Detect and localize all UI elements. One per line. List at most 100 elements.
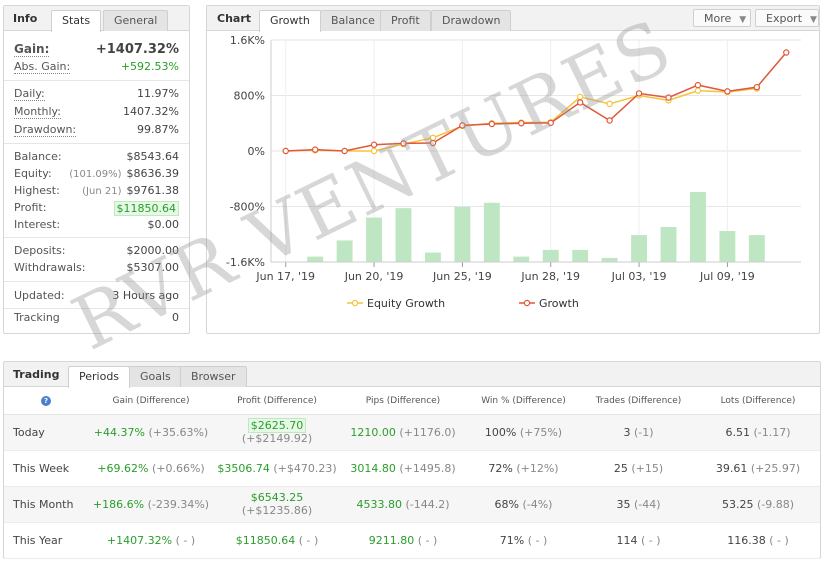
profit-row: Profit: $11850.64	[14, 201, 179, 217]
gain-cell: +1407.32% ( - )	[88, 522, 214, 559]
gain-cell: +186.6% (-239.34%)	[88, 486, 214, 523]
column-header-win[interactable]: Win % (Difference)	[466, 388, 581, 415]
profit-cell: $2625.70 (+$2149.92)	[214, 414, 340, 451]
profit-value: $2625.70	[247, 418, 307, 433]
profit-diff: (+$1235.86)	[241, 504, 313, 517]
chart-panel-title: Chart	[217, 12, 252, 25]
series-point	[459, 122, 466, 129]
trades-cell: 35 (-44)	[581, 486, 696, 523]
volume-bar	[336, 240, 353, 262]
legend-label: Equity Growth	[367, 297, 445, 310]
lots-cell: 6.51 (-1.17)	[696, 414, 820, 451]
x-tick-label: Jul 03, '19	[611, 270, 667, 283]
win-diff: (-4%)	[522, 497, 553, 511]
tab-goals[interactable]: Goals	[129, 366, 182, 387]
tab-profit[interactable]: Profit	[380, 10, 431, 31]
column-header-gain[interactable]: Gain (Difference)	[88, 388, 214, 415]
series-point	[341, 147, 348, 155]
daily-value: 11.97%	[137, 87, 179, 100]
profit-diff: (+$470.23)	[273, 461, 337, 475]
gain-cell: +69.62% (+0.66%)	[88, 450, 214, 487]
y-tick-label: 800%	[234, 90, 265, 103]
trading-panel-header: Trading Periods Goals Browser	[4, 362, 820, 388]
pips-value: 3014.80	[350, 461, 396, 475]
help-icon[interactable]: ?	[41, 395, 51, 406]
volume-bar	[748, 235, 765, 262]
volume-bar	[572, 249, 589, 262]
column-header-profit[interactable]: Profit (Difference)	[214, 388, 340, 415]
pips-cell: 9211.80 ( - )	[340, 522, 466, 559]
profit-diff: (+$2149.92)	[241, 432, 313, 445]
y-tick-label: 1.6K%	[230, 34, 265, 47]
tab-drawdown[interactable]: Drawdown	[431, 10, 512, 31]
volume-bar	[483, 202, 500, 262]
tab-balance[interactable]: Balance	[320, 10, 386, 31]
tab-general[interactable]: General	[103, 10, 169, 31]
win-value: 100%	[484, 425, 517, 439]
legend-label: Growth	[539, 297, 579, 310]
profit-cell: $3506.74 (+$470.23)	[214, 450, 340, 487]
trades-value: 114	[616, 533, 638, 547]
highest-value: $9761.38	[126, 184, 180, 197]
equity-value-wrap: (101.09%) $8636.39	[69, 167, 179, 180]
lots-value: 116.38	[727, 533, 766, 547]
period-cell: This Month	[4, 486, 88, 523]
gain-label: Gain:	[14, 42, 50, 57]
deposits-value: $2000.00	[126, 244, 180, 257]
trades-value: 35	[616, 497, 631, 511]
trades-diff: ( - )	[640, 533, 661, 547]
abs-gain-row: Abs. Gain: +592.53%	[14, 60, 179, 76]
column-header-lots[interactable]: Lots (Difference)	[696, 388, 820, 415]
monthly-row: Monthly: 1407.32%	[14, 105, 179, 121]
balance-row: Balance: $8543.64	[14, 150, 179, 166]
withdrawals-value: $5307.00	[126, 261, 180, 274]
tracking-value: 0	[172, 311, 179, 324]
help-cell: ?	[4, 388, 88, 415]
win-diff: (+12%)	[516, 461, 559, 475]
volume-bar	[601, 257, 618, 262]
series-point	[518, 120, 525, 127]
trades-diff: (-44)	[633, 497, 661, 511]
gain-cell: +44.37% (+35.63%)	[88, 414, 214, 451]
trading-panel: Trading Periods Goals Browser ? Gain (Di…	[3, 361, 821, 559]
abs-gain-label: Abs. Gain:	[14, 60, 71, 74]
drawdown-row: Drawdown: 99.87%	[14, 123, 179, 139]
tab-stats[interactable]: Stats	[51, 10, 102, 32]
gain-value: +1407.32%	[95, 42, 179, 57]
tab-browser[interactable]: Browser	[180, 366, 247, 387]
drawdown-label: Drawdown:	[14, 123, 77, 137]
column-header-trades[interactable]: Trades (Difference)	[581, 388, 696, 415]
growth-chart: 1.6K% 800% 0% -800% -1.6K%Jun 17, '19 Jun 20,…	[226, 34, 801, 310]
withdrawals-label: Withdrawals:	[14, 261, 86, 274]
tab-periods[interactable]: Periods	[68, 366, 131, 388]
info-panel-header: Info Stats General	[4, 6, 189, 32]
chevron-down-icon: ▼	[739, 15, 747, 25]
legend-marker	[351, 299, 359, 307]
pips-value: 4533.80	[356, 497, 402, 511]
y-tick-label: -800%	[230, 201, 265, 214]
lots-diff: ( - )	[769, 533, 789, 547]
trades-value: 25	[613, 461, 628, 475]
profit-cell: $6543.25 (+$1235.86)	[214, 486, 340, 523]
win-cell: 100% (+75%)	[466, 414, 581, 451]
pips-diff: (+1176.0)	[399, 425, 456, 439]
tracking-label: Tracking	[14, 311, 60, 324]
series-point	[724, 88, 731, 95]
highest-row: Highest: (Jun 21) $9761.38	[14, 184, 179, 200]
chart-panel: Chart Growth Balance Profit Drawdown Mor…	[206, 5, 820, 334]
period-cell: Today	[4, 414, 88, 451]
column-header-pips[interactable]: Pips (Difference)	[340, 388, 466, 415]
volume-bar	[454, 206, 471, 262]
updated-value: 3 Hours ago	[112, 289, 179, 302]
profit-value: $11850.64	[235, 533, 296, 547]
profit-value: $11850.64	[113, 201, 179, 216]
tracking-row: Tracking 0	[14, 311, 179, 327]
more-button[interactable]: More ▼	[693, 9, 751, 27]
export-button[interactable]: Export ▼	[755, 9, 819, 27]
series-point	[429, 134, 437, 142]
trades-cell: 25 (+15)	[581, 450, 696, 487]
monthly-label: Monthly:	[14, 105, 61, 119]
series-point	[576, 99, 584, 106]
tab-growth[interactable]: Growth	[259, 10, 321, 32]
profit-cell: $11850.64 ( - )	[214, 522, 340, 559]
